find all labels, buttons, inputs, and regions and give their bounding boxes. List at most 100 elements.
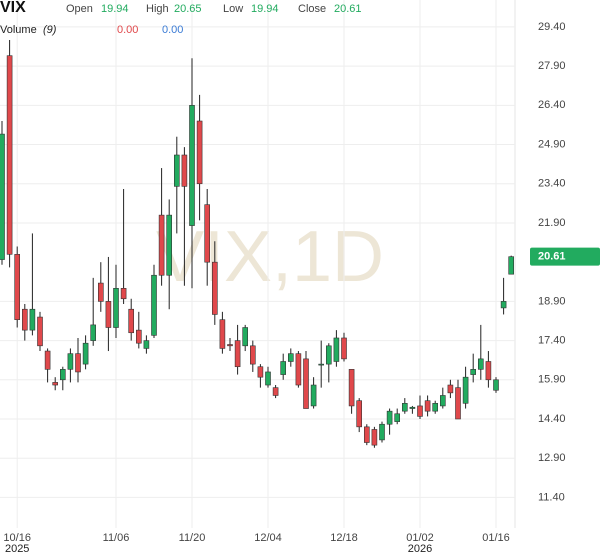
volume-value: 0.00 (117, 24, 138, 36)
candle-body (75, 353, 81, 373)
candle-body (356, 400, 363, 428)
y-tick-label: 12.90 (538, 452, 566, 464)
candle-body (82, 342, 89, 365)
candle-body (432, 403, 439, 412)
candle-body (250, 345, 256, 365)
candle-body (394, 413, 401, 422)
candle-body (508, 256, 515, 275)
open-value: 19.94 (101, 3, 129, 15)
candle-body (219, 319, 226, 349)
candle-body (29, 308, 36, 331)
close-label: Close (298, 3, 326, 15)
candle-body (447, 384, 454, 394)
candle-body (265, 371, 271, 386)
candle-body (333, 337, 340, 362)
open-label: Open (66, 3, 93, 15)
low-label: Low (223, 3, 243, 15)
x-tick-label: 10/16 (3, 532, 31, 544)
candle-body (310, 384, 317, 407)
candle-body (477, 358, 484, 370)
x-tick-label: 01/02 (406, 532, 434, 544)
candle-body (120, 288, 127, 300)
y-tick-label: 15.90 (538, 374, 566, 386)
last-price-label: 20.61 (538, 251, 566, 263)
candle-body (128, 308, 134, 334)
y-tick-label: 26.40 (538, 99, 566, 111)
volume-period: (9) (43, 24, 57, 36)
candle-body (500, 301, 507, 309)
candle-body (212, 261, 218, 315)
candle-body (189, 105, 195, 226)
candle-body (181, 154, 188, 187)
candle-body (455, 387, 461, 420)
y-tick-label: 29.40 (538, 21, 566, 33)
candle-body (409, 406, 416, 409)
last-price-box (530, 247, 600, 266)
candle-body (386, 410, 393, 425)
candle-body (136, 329, 142, 344)
candle-body (462, 376, 469, 404)
candle-body (493, 379, 499, 391)
candle-body (401, 403, 408, 412)
close-value: 20.61 (334, 3, 362, 15)
candle-body (44, 350, 51, 370)
y-tick-label: 24.90 (538, 138, 566, 150)
candle-body (379, 423, 385, 441)
candle-body (6, 55, 13, 255)
candle-body (0, 133, 5, 260)
candle-body (485, 361, 492, 381)
candle-body (105, 301, 112, 328)
candle-body (303, 358, 309, 409)
candle-body (242, 327, 248, 347)
candle-body (325, 345, 332, 365)
candle-body (52, 382, 59, 386)
candle-body (227, 344, 233, 347)
candle-body (14, 254, 20, 320)
x-tick-label: 12/04 (254, 532, 282, 544)
candle-body (318, 363, 325, 366)
low-value: 19.94 (251, 3, 279, 15)
y-tick-label: 17.40 (538, 334, 566, 346)
x-tick-label: 11/06 (103, 532, 130, 544)
candle-body (204, 204, 210, 263)
symbol: VIX (0, 0, 26, 16)
candle-body (113, 288, 119, 328)
candle-body (272, 387, 279, 396)
candle-body (98, 282, 104, 302)
x-tick-label: 11/20 (179, 532, 206, 544)
plot (0, 0, 515, 528)
candle-body (166, 214, 172, 276)
x-tick-label: 12/18 (330, 532, 358, 544)
candle-body (424, 400, 431, 412)
candle-body (234, 340, 241, 368)
y-tick-label: 18.90 (538, 295, 566, 307)
high-value: 20.65 (174, 3, 202, 15)
y-tick-label: 11.40 (538, 491, 565, 503)
y-tick-label: 21.90 (538, 217, 566, 229)
candle-body (174, 154, 180, 187)
candle-body (371, 429, 378, 446)
candle-body (158, 214, 165, 276)
candle-body (287, 353, 294, 362)
candle-body (37, 316, 43, 347)
candle-body (143, 340, 150, 349)
watermark: VIX,1D (156, 217, 384, 297)
candle-body (59, 369, 66, 381)
candle-body (470, 369, 477, 375)
high-label: High (146, 3, 169, 15)
x-tick-label: 01/16 (482, 532, 510, 544)
candle-body (363, 426, 370, 443)
x-year-label: 2026 (408, 543, 432, 555)
candle-body (439, 395, 446, 407)
candle-body (21, 308, 28, 331)
candle-body (417, 405, 423, 417)
volume-label: Volume (0, 24, 37, 36)
candle-body (67, 353, 74, 370)
candle-body (257, 366, 264, 378)
candle-body (90, 324, 96, 341)
candle-body (151, 274, 157, 336)
candle-body (295, 353, 302, 386)
candle-body (341, 337, 347, 360)
volume-value: 0.00 (162, 24, 183, 36)
